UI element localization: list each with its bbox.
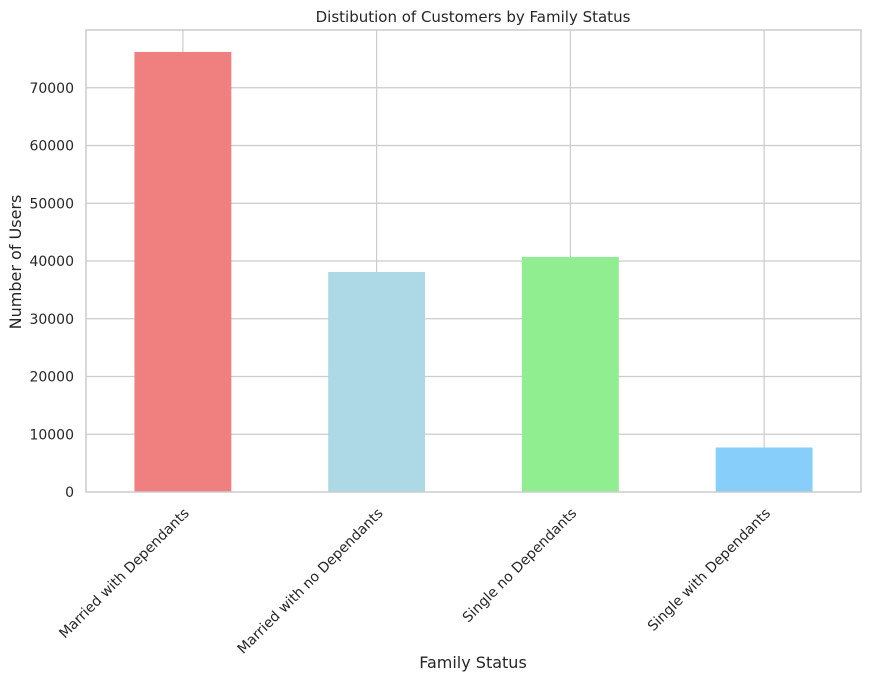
bar: [715, 447, 813, 492]
x-tick-label: Married with Dependants: [56, 506, 192, 642]
x-tick-label: Single no Dependants: [460, 506, 580, 626]
axes-frame: [85, 29, 862, 493]
y-axis-title: Number of Users: [6, 195, 25, 330]
bar: [134, 51, 232, 492]
y-tick-label: 10000: [29, 427, 74, 443]
x-tick-label: Married with no Dependants: [235, 506, 387, 658]
y-tick-label: 40000: [29, 254, 74, 270]
y-tick-label: 50000: [29, 196, 74, 212]
bars: [134, 51, 813, 492]
chart-title: Distibution of Customers by Family Statu…: [316, 8, 631, 26]
y-tick-labels: 0 10000 20000 30000 40000 50000 60000 70000: [29, 81, 74, 501]
y-tick-label: 0: [65, 485, 74, 501]
bar: [328, 271, 426, 492]
y-tick-label: 30000: [29, 312, 74, 328]
y-tick-label: 60000: [29, 139, 74, 155]
bar: [521, 256, 619, 492]
y-tick-label: 20000: [29, 370, 74, 386]
plot-frame: [85, 29, 862, 493]
y-tick-label: 70000: [29, 81, 74, 97]
x-tick-labels: Married with Dependants Married with no D…: [56, 506, 774, 658]
x-tick-label: Single with Dependants: [645, 506, 774, 635]
x-axis-title: Family Status: [419, 653, 527, 672]
